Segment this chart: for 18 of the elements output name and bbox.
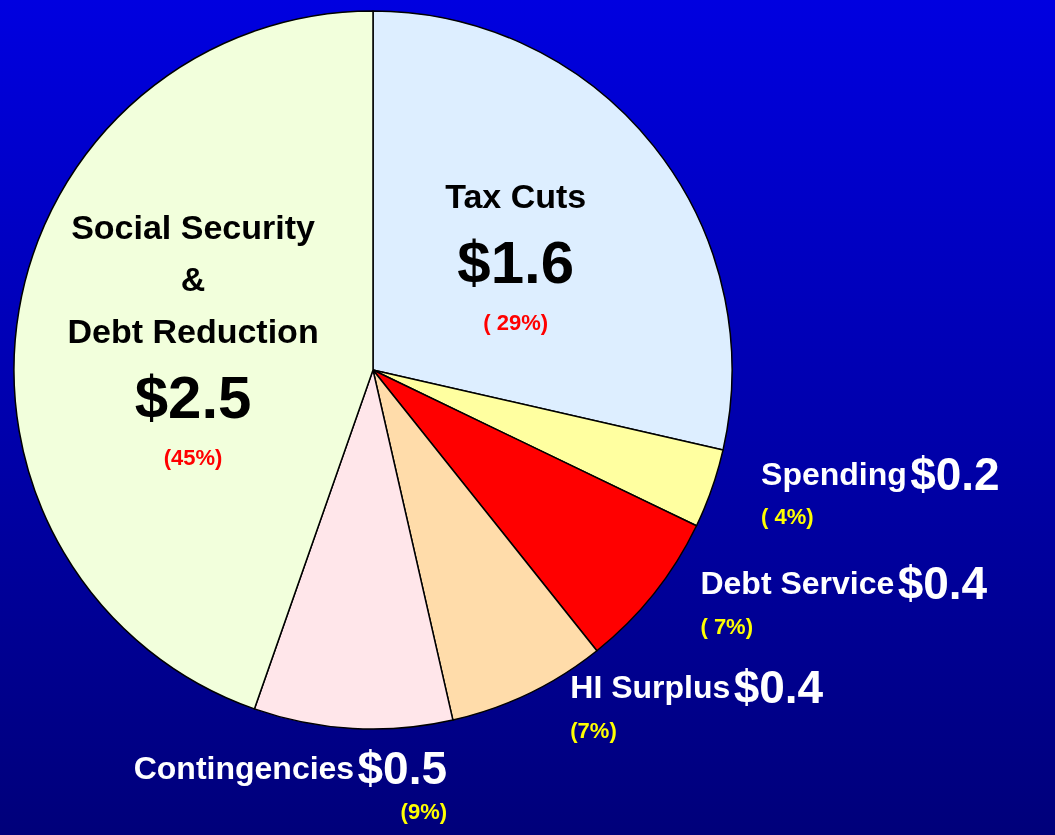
text: (9%) [400, 798, 448, 824]
slice-label: HI Surplus [570, 669, 731, 706]
slice-label: Contingencies [133, 750, 355, 787]
text: (7%) [570, 717, 617, 743]
slice-label: Tax Cuts [445, 177, 587, 216]
text: ( 4%) [761, 504, 814, 530]
slice-label: Spending [761, 455, 907, 492]
text: ( 29%) [483, 309, 549, 335]
data-label: $0.5 [357, 742, 448, 795]
text: (45%) [163, 444, 223, 470]
data-label: $0.4 [897, 557, 988, 610]
data-label: $0.2 [910, 447, 1000, 500]
slice-label: Social Security & Debt Reduction [67, 208, 319, 351]
data-label: $0.4 [733, 661, 824, 714]
data-label: $2.5 [134, 363, 252, 431]
slice-label: Debt Service [700, 565, 895, 602]
data-label: $1.6 [457, 228, 575, 296]
text: ( 7%) [700, 613, 754, 639]
